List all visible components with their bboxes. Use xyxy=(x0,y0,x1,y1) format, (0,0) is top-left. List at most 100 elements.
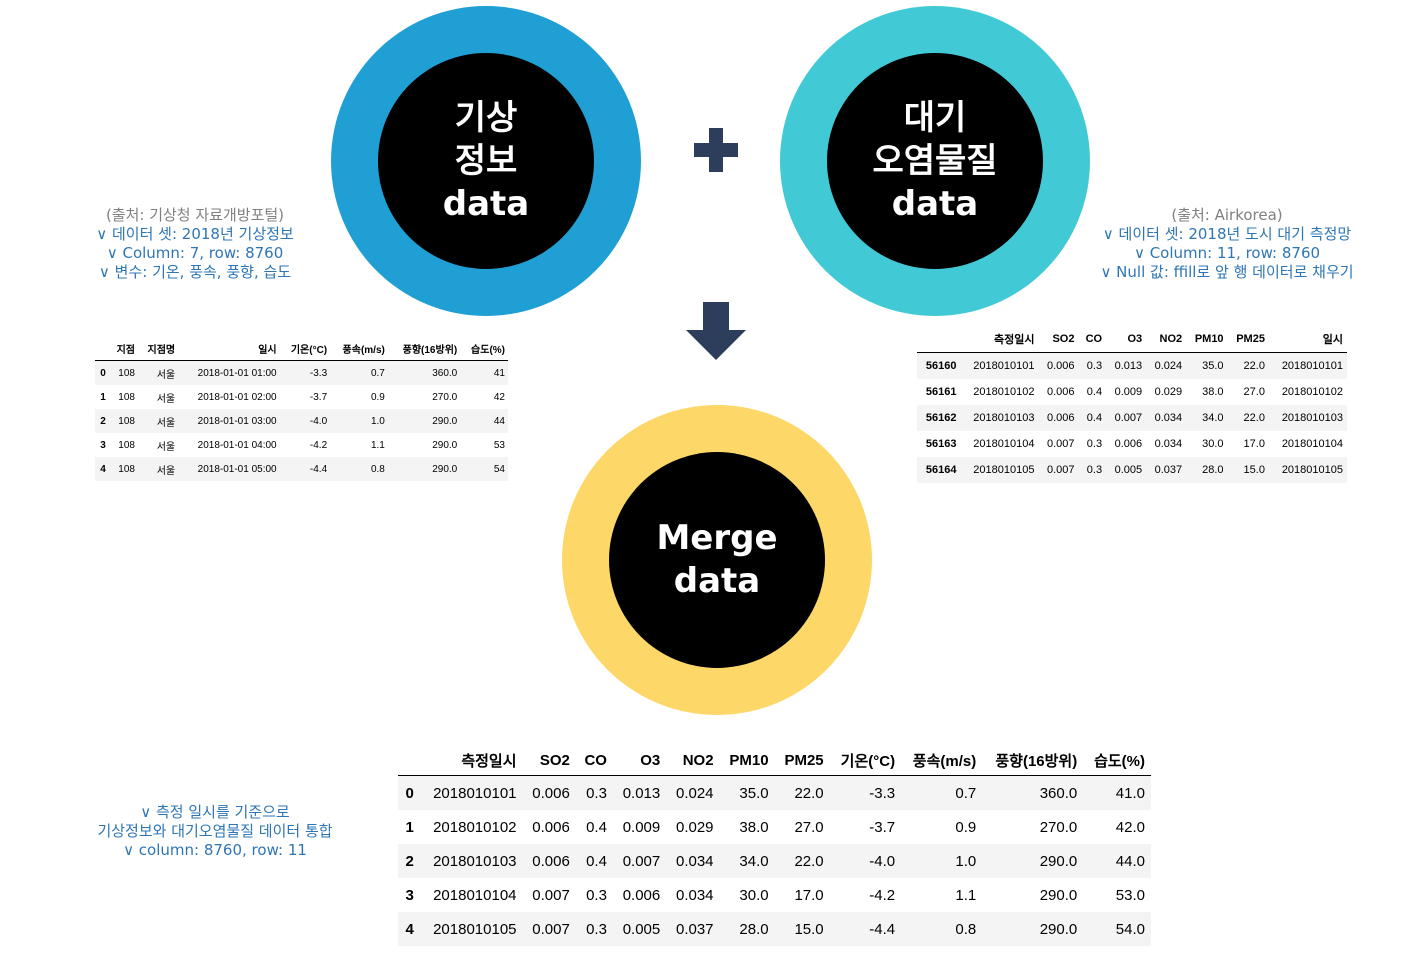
row-index-cell: 3 xyxy=(100,439,106,451)
weather-source-line: (출처: 기상청 자료개방포털) xyxy=(105,206,285,224)
row-index-cell: 1 xyxy=(405,818,414,836)
merged-data-table: 측정일시 SO2 CO O3 NO2 PM10 PM25 기온(°C) 풍속(m/s) 풍향(16… xyxy=(398,745,1151,946)
table-header-row: 지점 지점명 일시 기온(°C) 풍속(m/s) 풍향(16방위) 습도(%) xyxy=(95,336,508,361)
column-header: O3 xyxy=(1106,326,1147,353)
table-cell: 2018-01-01 05:00 xyxy=(197,463,277,475)
merge-size-line: ∨ column: 8760, row: 11 xyxy=(123,841,307,859)
weather-variables-line: ∨ 변수: 기온, 풍속, 풍향, 습도 xyxy=(98,263,292,281)
table-cell: 0.034 xyxy=(1154,438,1183,450)
table-cell: 2018010104 xyxy=(433,886,517,904)
table-cell: 0.029 xyxy=(1154,386,1183,398)
table-cell: 0.024 xyxy=(675,784,714,802)
table-row: 3 2018010104 0.007 0.3 0.006 0.034 30.0 17.0 -4.… xyxy=(398,878,1151,912)
table-cell: 35.0 xyxy=(1202,360,1224,372)
table-row: 4 2018010105 0.007 0.3 0.005 0.037 28.0 15.0 -4.… xyxy=(398,912,1151,946)
column-header xyxy=(398,745,420,776)
table-cell: 41 xyxy=(493,367,505,379)
air-source-line: (출처: Airkorea) xyxy=(1171,206,1283,224)
weather-data-core: 기상 정보 data xyxy=(378,53,594,269)
table-cell: -4.4 xyxy=(309,463,328,475)
table-cell: 0.007 xyxy=(1114,412,1143,424)
table-cell: 270.0 xyxy=(432,391,458,403)
weather-data-label: 기상 정보 data xyxy=(442,97,530,224)
table-cell: 53.0 xyxy=(1115,886,1145,904)
row-index-cell: 4 xyxy=(100,463,106,475)
table-cell: 2018010103 xyxy=(973,412,1035,424)
table-cell: 360.0 xyxy=(1039,784,1078,802)
weather-data-circle: 기상 정보 data xyxy=(331,6,641,316)
table-cell: 0.006 xyxy=(1046,412,1075,424)
table-cell: 290.0 xyxy=(432,463,458,475)
column-header: SO2 xyxy=(522,745,576,776)
merge-data-label: Merge data xyxy=(656,518,778,601)
air-null-line: ∨ Null 값: ffill로 앞 행 데이터로 채우기 xyxy=(1100,263,1354,281)
column-header: NO2 xyxy=(1146,326,1187,353)
table-row: 56160 2018010101 0.006 0.3 0.013 0.024 35.0 22.… xyxy=(917,352,1347,379)
table-cell: 2018010105 xyxy=(433,920,517,938)
column-header: SO2 xyxy=(1038,326,1079,353)
table-cell: 2018010101 xyxy=(973,360,1035,372)
table-cell: 290.0 xyxy=(432,439,458,451)
table-cell: 42 xyxy=(493,391,505,403)
table-cell: 360.0 xyxy=(432,367,458,379)
arrow-down-icon xyxy=(686,302,746,360)
table-row: 56162 2018010103 0.006 0.4 0.007 0.034 34.0 22.… xyxy=(917,405,1347,431)
table-cell: 27.0 xyxy=(1243,386,1265,398)
air-dataset-line: ∨ 데이터 셋: 2018년 도시 대기 측정망 xyxy=(1102,225,1352,243)
table-cell: 35.0 xyxy=(739,784,769,802)
column-header: 풍속(m/s) xyxy=(901,745,983,776)
table-cell: 44.0 xyxy=(1115,852,1145,870)
table-cell: 0.3 xyxy=(1086,464,1103,476)
table-row: 0 108 서울 2018-01-01 01:00 -3.3 0.7 360.0 41 xyxy=(95,360,508,385)
table-cell: 290.0 xyxy=(1039,920,1078,938)
weather-data-table: 지점 지점명 일시 기온(°C) 풍속(m/s) 풍향(16방위) 습도(%) 0 108 서울 2… xyxy=(95,336,508,481)
row-index-cell: 1 xyxy=(100,391,106,403)
table-cell: 290.0 xyxy=(1039,852,1078,870)
table-row: 2 108 서울 2018-01-01 03:00 -4.0 1.0 290.0 44 xyxy=(95,409,508,433)
row-index-cell: 56162 xyxy=(925,412,957,424)
table-cell: 0.034 xyxy=(675,852,714,870)
table-cell: 42.0 xyxy=(1115,818,1145,836)
table-cell: 0.009 xyxy=(622,818,661,836)
table-cell: 0.4 xyxy=(586,852,607,870)
table-cell: 38.0 xyxy=(1202,386,1224,398)
table-cell: 0.005 xyxy=(622,920,661,938)
table-cell: 2018010102 xyxy=(1281,386,1343,398)
table-cell: 0.8 xyxy=(370,463,385,475)
column-header: 일시 xyxy=(178,336,280,361)
table-header-row: 측정일시 SO2 CO O3 NO2 PM10 PM25 일시 xyxy=(917,326,1347,353)
weather-dataset-line: ∨ 데이터 셋: 2018년 기상정보 xyxy=(96,225,294,243)
row-index-cell: 0 xyxy=(405,784,414,802)
weather-size-line: ∨ Column: 7, row: 8760 xyxy=(106,244,284,262)
table-cell: 1.0 xyxy=(955,852,977,870)
column-header: PM10 xyxy=(719,745,775,776)
table-cell: 0.3 xyxy=(586,920,607,938)
table-cell: 22.0 xyxy=(794,784,824,802)
table-cell: 44 xyxy=(493,415,505,427)
table-header-row: 측정일시 SO2 CO O3 NO2 PM10 PM25 기온(°C) 풍속(m/s) 풍향(16… xyxy=(398,745,1151,776)
table-cell: -3.7 xyxy=(869,818,896,836)
merge-description-line: 기상정보와 대기오염물질 데이터 통합 xyxy=(97,822,333,840)
column-header: 습도(%) xyxy=(460,336,508,361)
table-cell: 2018-01-01 02:00 xyxy=(197,391,277,403)
table-cell: 1.1 xyxy=(370,439,385,451)
table-cell: 38.0 xyxy=(739,818,769,836)
table-row: 56164 2018010105 0.007 0.3 0.005 0.037 28.0 15.… xyxy=(917,457,1347,483)
table-cell: 2018010105 xyxy=(1281,464,1343,476)
table-cell: 0.006 xyxy=(622,886,661,904)
row-index-cell: 2 xyxy=(405,852,414,870)
table-cell: 2018010101 xyxy=(433,784,517,802)
table-cell: 2018010101 xyxy=(1281,360,1343,372)
row-index-cell: 56163 xyxy=(925,438,957,450)
table-cell: 22.0 xyxy=(794,852,824,870)
column-header: O3 xyxy=(612,745,667,776)
column-header: PM25 xyxy=(1227,326,1269,353)
column-header: 풍향(16방위) xyxy=(982,745,1084,776)
table-cell: 27.0 xyxy=(794,818,824,836)
table-cell: 서울 xyxy=(156,369,176,381)
table-cell: 0.009 xyxy=(1114,386,1143,398)
column-header xyxy=(917,326,961,353)
table-cell: 2018010105 xyxy=(973,464,1035,476)
table-cell: 17.0 xyxy=(794,886,824,904)
column-header: PM10 xyxy=(1186,326,1228,353)
